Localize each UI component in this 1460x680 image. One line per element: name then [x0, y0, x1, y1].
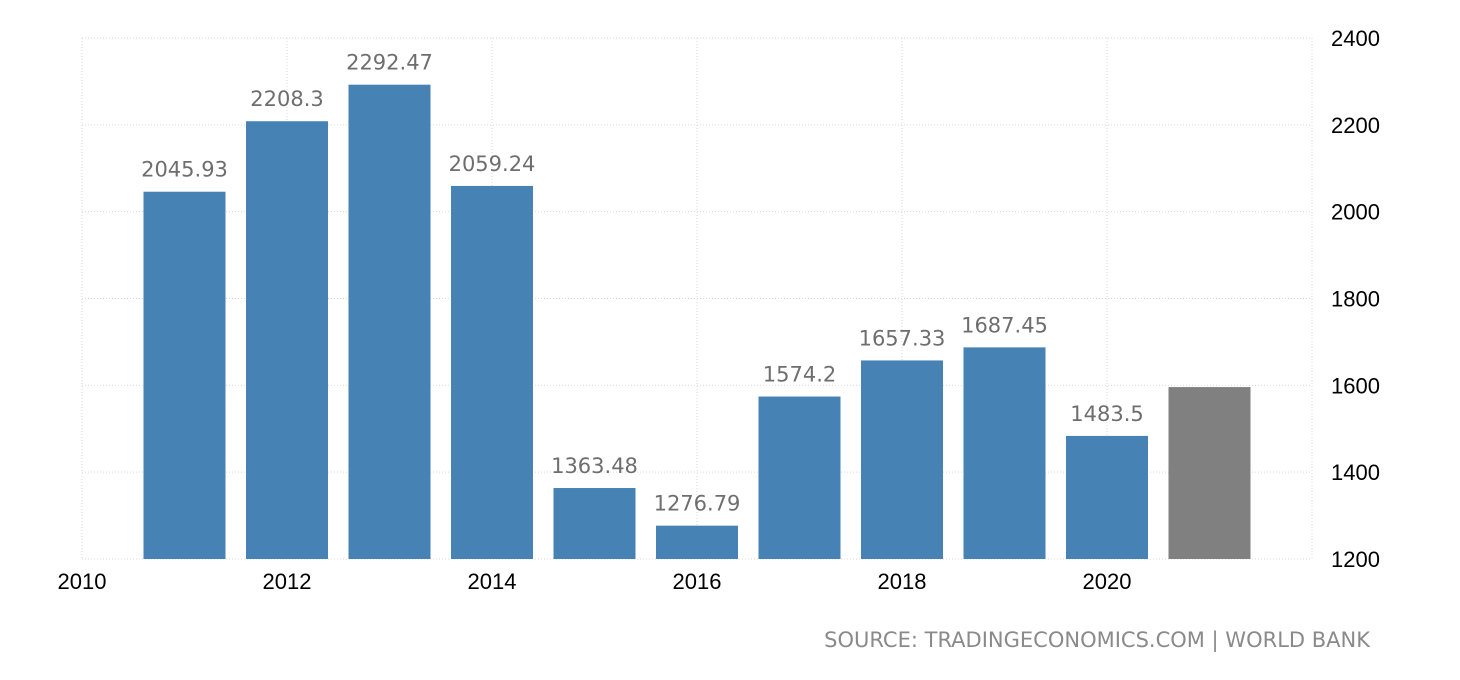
y-tick-label: 1600 — [1331, 373, 1380, 398]
bar — [553, 488, 636, 559]
data-label: 2059.24 — [449, 152, 536, 176]
x-tick-label: 2010 — [58, 569, 107, 594]
bar — [758, 396, 841, 559]
data-labels: 2045.93 2208.3 2292.47 2059.24 1363.48 1276.7… — [141, 51, 1144, 516]
data-label: 2208.3 — [250, 87, 323, 111]
data-label: 1687.45 — [961, 313, 1048, 337]
y-tick-label: 1800 — [1331, 287, 1380, 312]
data-label: 1657.33 — [859, 326, 946, 350]
y-tick-label: 2000 — [1331, 200, 1380, 225]
source-note: SOURCE: TRADINGECONOMICS.COM | WORLD BAN… — [824, 628, 1370, 652]
y-axis-ticks: 1200 1400 1600 1800 2000 2200 2400 — [1331, 26, 1380, 572]
data-label: 1363.48 — [551, 454, 638, 478]
bars — [143, 84, 1251, 560]
x-axis-ticks: 2010 2012 2014 2016 2018 2020 — [58, 569, 1132, 594]
x-tick-label: 2016 — [673, 569, 722, 594]
bar — [451, 185, 533, 559]
bar — [963, 347, 1046, 559]
bar — [348, 84, 431, 559]
bar — [143, 191, 226, 559]
x-tick-label: 2012 — [263, 569, 312, 594]
bar — [1168, 387, 1251, 559]
x-tick-label: 2014 — [468, 569, 517, 594]
bar — [656, 525, 738, 559]
bar — [861, 360, 943, 559]
bar — [1066, 435, 1148, 559]
y-tick-label: 1200 — [1331, 547, 1380, 572]
data-label: 1483.5 — [1070, 402, 1143, 426]
data-label: 2045.93 — [141, 158, 228, 182]
bar — [246, 121, 328, 560]
y-tick-label: 1400 — [1331, 460, 1380, 485]
data-label: 1574.2 — [763, 363, 836, 387]
y-tick-label: 2200 — [1331, 113, 1380, 138]
x-tick-label: 2018 — [878, 569, 927, 594]
data-label: 2292.47 — [346, 51, 433, 75]
data-label: 1276.79 — [654, 492, 741, 516]
x-tick-label: 2020 — [1083, 569, 1132, 594]
y-tick-label: 2400 — [1331, 26, 1380, 51]
